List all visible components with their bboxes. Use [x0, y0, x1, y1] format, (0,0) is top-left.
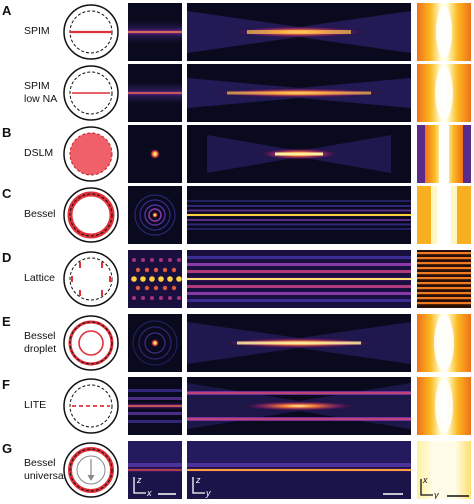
- row-letter: F: [2, 377, 10, 392]
- row-label: SPIM low NA: [24, 80, 57, 106]
- row-letter: G: [2, 441, 13, 456]
- axis-label: y: [433, 490, 439, 499]
- axis-label: y: [205, 488, 211, 498]
- row-letter: B: [2, 125, 12, 140]
- pupil-diagram: [62, 314, 120, 372]
- axis-indicator: [420, 479, 433, 496]
- row-label-line: Bessel: [24, 330, 56, 342]
- row-label-line: Bessel: [24, 457, 56, 469]
- row-label-line: Bessel: [24, 208, 56, 220]
- xy-profile-panel: [417, 64, 471, 122]
- pupil-diagram: [62, 250, 120, 308]
- row-label: Bessel universal: [24, 457, 66, 483]
- axis-indicator: [192, 477, 205, 494]
- yz-profile-panel: [187, 186, 411, 244]
- yz-profile-panel: [187, 3, 411, 61]
- xy-profile-panel: [417, 125, 471, 183]
- xy-profile-panel: x y: [417, 441, 471, 499]
- row-letter: E: [2, 314, 11, 329]
- xy-profile-panel: [417, 314, 471, 372]
- row-label-line: universal: [24, 470, 67, 482]
- pupil-diagram: [62, 377, 120, 435]
- row-letter: A: [2, 3, 12, 18]
- xy-profile-panel: [417, 3, 471, 61]
- axis-label: z: [195, 475, 201, 485]
- pupil-diagram: [62, 125, 120, 183]
- axis-label: z: [136, 475, 142, 485]
- row-letter: C: [2, 186, 12, 201]
- row-label-line: DSLM: [24, 147, 54, 159]
- yz-profile-panel: z y: [187, 441, 411, 499]
- row-label-line: SPIM: [24, 80, 50, 92]
- row-label: Lattice: [24, 272, 55, 285]
- xy-profile-panel: [417, 377, 471, 435]
- xz-profile-panel: [128, 3, 182, 61]
- xz-profile-panel: [128, 250, 182, 308]
- row-label: LITE: [24, 399, 46, 412]
- axis-label: x: [146, 488, 152, 498]
- xz-profile-panel: [128, 314, 182, 372]
- yz-profile-panel: [187, 314, 411, 372]
- pupil-diagram: [62, 3, 120, 61]
- pupil-diagram: [62, 186, 120, 244]
- row-label: Bessel droplet: [24, 330, 56, 356]
- row-label: DSLM: [24, 147, 53, 160]
- xz-profile-panel: z x: [128, 441, 182, 499]
- xy-profile-panel: [417, 250, 471, 308]
- axis-indicator: [133, 477, 146, 494]
- xz-profile-panel: [128, 377, 182, 435]
- axis-label: x: [422, 475, 428, 485]
- row-letter: D: [2, 250, 12, 265]
- xz-profile-panel: [128, 125, 182, 183]
- row-label: SPIM: [24, 25, 50, 38]
- yz-profile-panel: [187, 125, 411, 183]
- row-label-line: LITE: [24, 399, 47, 411]
- yz-profile-panel: [187, 250, 411, 308]
- xz-profile-panel: [128, 186, 182, 244]
- row-label-line: droplet: [24, 343, 57, 355]
- row-label-line: low NA: [24, 93, 58, 105]
- yz-profile-panel: [187, 377, 411, 435]
- pupil-diagram: [62, 441, 120, 499]
- row-label: Bessel: [24, 208, 56, 221]
- xz-profile-panel: [128, 64, 182, 122]
- row-label-line: Lattice: [24, 272, 55, 284]
- pupil-diagram: [62, 64, 120, 122]
- row-label-line: SPIM: [24, 25, 50, 37]
- xy-profile-panel: [417, 186, 471, 244]
- yz-profile-panel: [187, 64, 411, 122]
